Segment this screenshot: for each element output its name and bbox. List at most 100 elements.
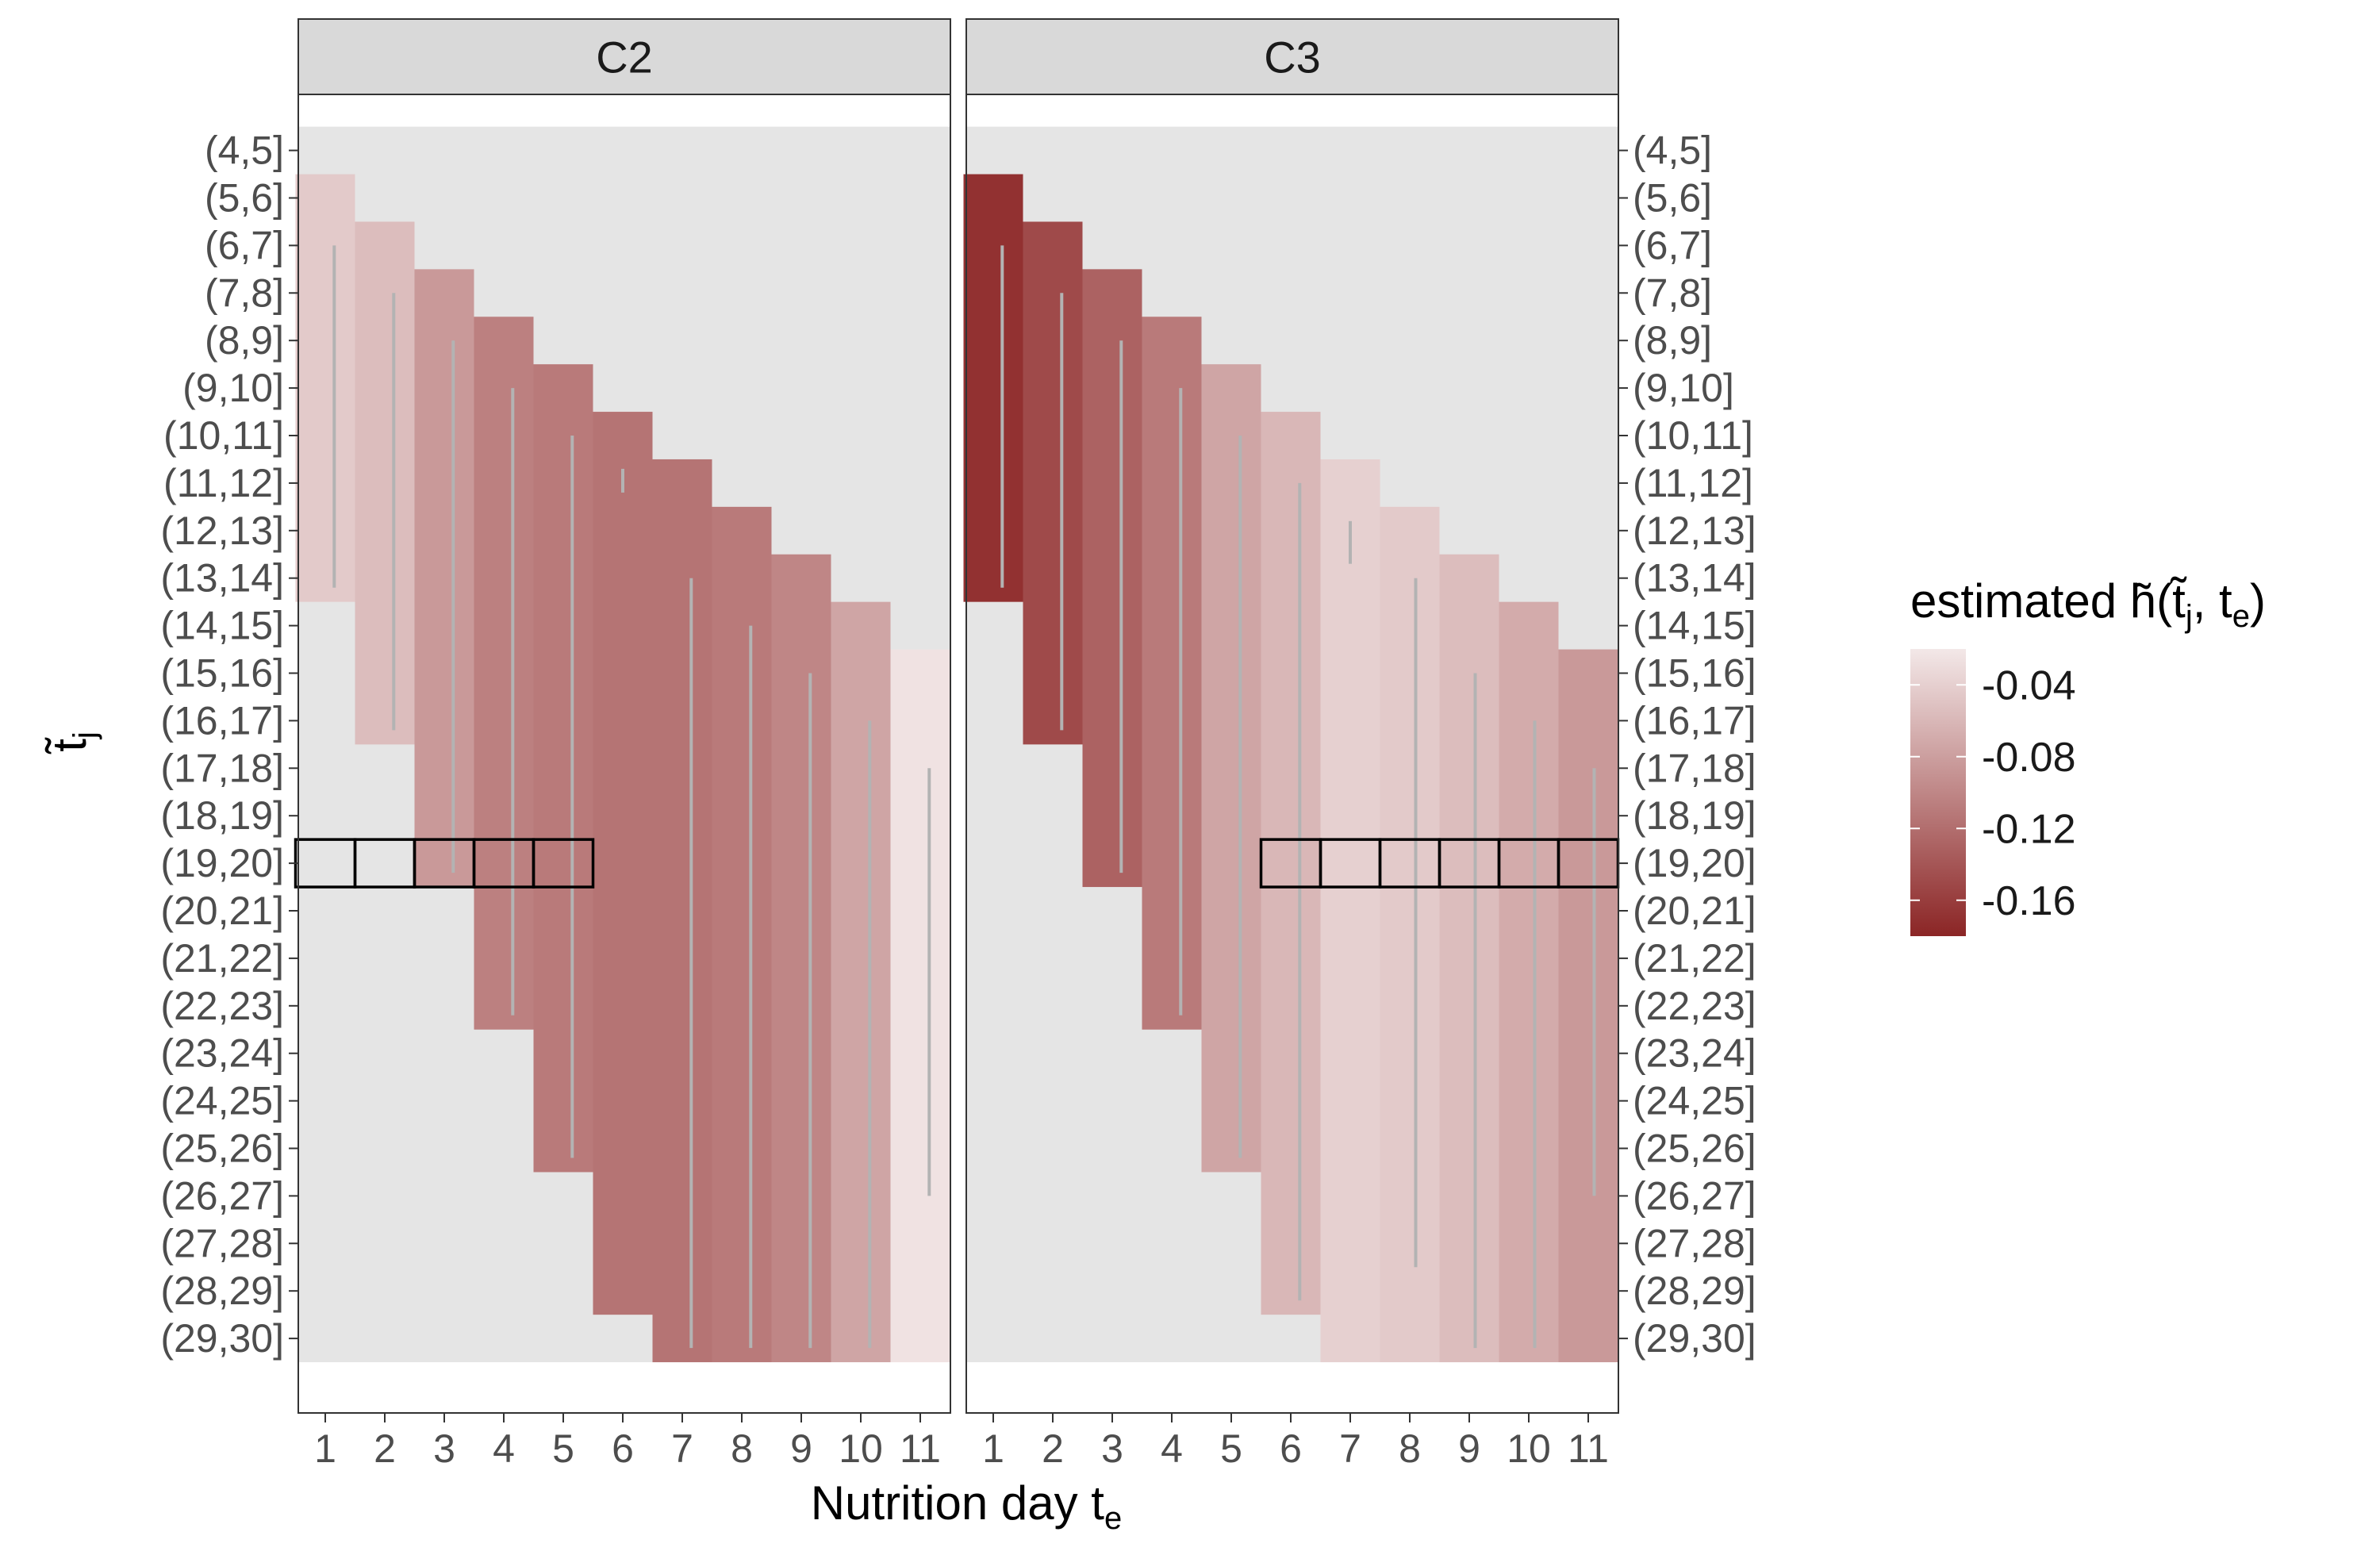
tile-te-9: [1439, 554, 1499, 1363]
y-tick-label: (25,26]: [160, 1127, 284, 1171]
tile-te-11: [890, 649, 950, 1363]
y-axis-left: (4,5](5,6](6,7](7,8](8,9](9,10](10,11](1…: [160, 129, 298, 1361]
facet-strip: [298, 18, 951, 95]
y-tick-label: (12,13]: [160, 509, 284, 553]
y-tick-label: (5,6]: [1633, 176, 1712, 221]
y-tick-label: (22,23]: [160, 984, 284, 1028]
tile-te-11: [1558, 649, 1618, 1363]
y-tick-label: (7,8]: [205, 271, 284, 315]
y-tick-label: (18,19]: [1633, 793, 1756, 838]
legend-tick-label: -0.04: [1982, 662, 2076, 708]
y-tick-label: (12,13]: [1633, 509, 1756, 553]
legend-tick-label: -0.08: [1982, 735, 2076, 781]
y-tick-label: (15,16]: [160, 651, 284, 696]
y-tick-label: (7,8]: [1633, 271, 1712, 315]
x-tick-label: 8: [1399, 1426, 1421, 1471]
x-tick-label: 7: [1339, 1426, 1361, 1471]
tile-te-1: [963, 174, 1023, 602]
x-tick-label: 7: [671, 1426, 693, 1471]
y-tick-label: (16,17]: [160, 698, 284, 743]
y-tick-label: (24,25]: [160, 1079, 284, 1123]
y-tick-label: (21,22]: [160, 936, 284, 981]
y-tick-label: (16,17]: [1633, 698, 1756, 743]
tile-te-8: [1380, 506, 1440, 1363]
y-tick-label: (15,16]: [1633, 651, 1756, 696]
tile-te-5: [1201, 364, 1261, 1173]
x-tick-label: 3: [433, 1426, 455, 1471]
panel-c3: C3 1 2 3 4 5 6 7 8 9 10 11: [963, 18, 1620, 1471]
y-tick-label: (26,27]: [160, 1173, 284, 1218]
x-tick-label: 9: [790, 1426, 812, 1471]
y-tick-label: (28,29]: [160, 1269, 284, 1313]
x-tick-label: 5: [552, 1426, 574, 1471]
tile-te-10: [1499, 601, 1559, 1363]
legend-tick-label: -0.12: [1982, 806, 2076, 852]
x-tick-label: 11: [1568, 1426, 1609, 1471]
y-tick-label: (5,6]: [205, 176, 284, 221]
tile-te-6: [593, 412, 653, 1315]
y-tick-label: (14,15]: [160, 604, 284, 648]
y-tick-label: (17,18]: [1633, 746, 1756, 790]
facet-strip: [965, 18, 1619, 95]
tile-te-8: [712, 506, 772, 1363]
y-tick-label: (28,29]: [1633, 1269, 1756, 1313]
y-axis-right: (4,5](5,6](6,7](7,8](8,9](9,10](10,11](1…: [1618, 129, 1756, 1361]
x-tick-label: 6: [1280, 1426, 1302, 1471]
x-tick-label: 1: [982, 1426, 1004, 1471]
legend-tick-label: -0.16: [1982, 878, 2076, 924]
y-tick-label: (8,9]: [205, 318, 284, 363]
y-tick-label: (9,10]: [1633, 366, 1734, 410]
y-tick-label: (6,7]: [1633, 223, 1712, 267]
tile-te-7: [652, 459, 712, 1363]
y-tick-label: (11,12]: [163, 461, 284, 505]
y-tick-label: (17,18]: [160, 746, 284, 790]
tile-te-5: [533, 364, 593, 1173]
y-tick-label: (29,30]: [1633, 1316, 1756, 1361]
x-tick-label: 8: [731, 1426, 753, 1471]
x-tick-label: 4: [493, 1426, 515, 1471]
y-tick-label: (27,28]: [160, 1221, 284, 1265]
x-tick-label: 10: [839, 1426, 883, 1471]
tile-te-4: [474, 317, 534, 1030]
panel-border: [298, 94, 951, 1414]
y-tick-label: (9,10]: [182, 366, 284, 410]
x-axis-title: Nutrition day te: [811, 1476, 1122, 1536]
facet-label: C2: [596, 33, 653, 83]
x-tick-label: 5: [1220, 1426, 1242, 1471]
y-tick-label: (10,11]: [163, 413, 284, 458]
x-tick-label: 10: [1507, 1426, 1551, 1471]
tile-te-2: [1023, 221, 1083, 745]
y-tick-label: (26,27]: [1633, 1173, 1756, 1218]
legend: estimated h̃(t̃j, te) -0.04 -0.08 -0.12 -0.1…: [1910, 574, 2266, 936]
y-tick-label: (14,15]: [1633, 604, 1756, 648]
tile-te-1: [295, 174, 355, 602]
x-tick-label: 2: [374, 1426, 396, 1471]
panel-border: [965, 94, 1619, 1414]
highlight-cell: [532, 838, 595, 889]
legend-colorbar: [1910, 649, 1966, 936]
tile-te-10: [831, 601, 891, 1363]
y-tick-label: (25,26]: [1633, 1127, 1756, 1171]
y-tick-label: (23,24]: [160, 1031, 284, 1076]
y-tick-label: (10,11]: [1633, 413, 1753, 458]
tile-te-9: [771, 554, 831, 1363]
x-tick-label: 2: [1042, 1426, 1064, 1471]
tile-te-7: [1320, 459, 1380, 1363]
tile-te-4: [1142, 317, 1202, 1030]
y-tick-label: (20,21]: [160, 889, 284, 933]
y-tick-label: (22,23]: [1633, 984, 1756, 1028]
y-tick-label: (6,7]: [205, 223, 284, 267]
y-tick-label: (18,19]: [160, 793, 284, 838]
x-tick-label: 9: [1458, 1426, 1480, 1471]
y-tick-label: (11,12]: [1633, 461, 1753, 505]
panel-c2: C2 1 2 3 4 5 6 7 8 9 10 11: [294, 18, 951, 1471]
y-tick-label: (13,14]: [1633, 556, 1756, 601]
y-tick-label: (23,24]: [1633, 1031, 1756, 1076]
x-tick-label: 3: [1101, 1426, 1123, 1471]
x-tick-label: 6: [612, 1426, 634, 1471]
x-tick-label: 4: [1161, 1426, 1183, 1471]
facet-label: C3: [1264, 33, 1321, 83]
y-tick-label: (4,5]: [1633, 129, 1712, 173]
